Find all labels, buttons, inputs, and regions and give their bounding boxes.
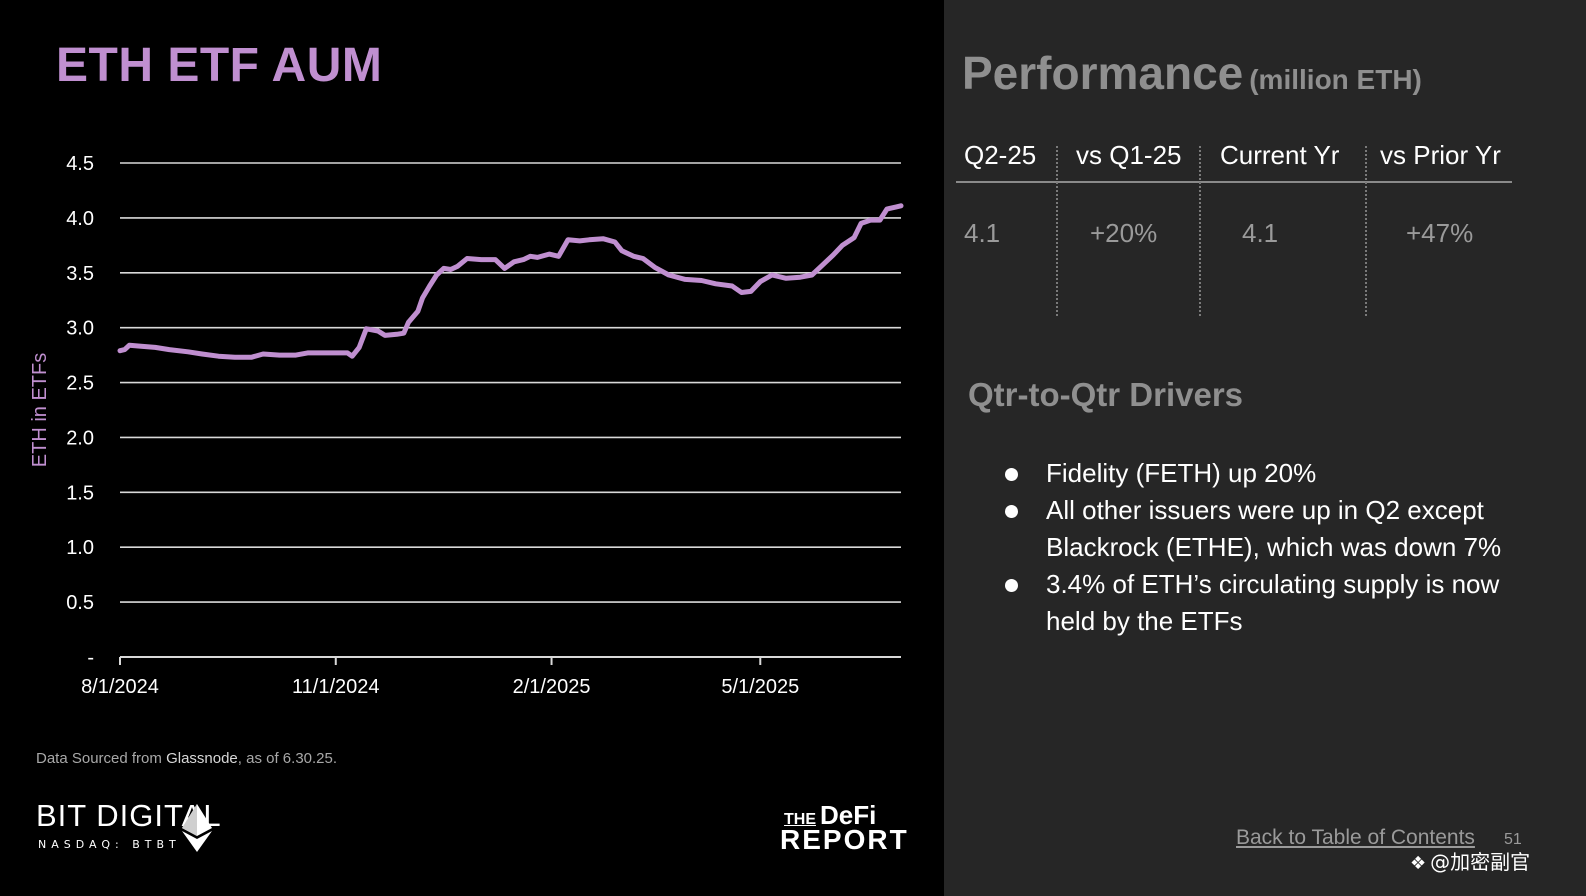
y-tick-label: 4.5 xyxy=(66,153,94,175)
value-q2-25: 4.1 xyxy=(964,218,1001,248)
binance-diamond-icon: ❖ xyxy=(1410,853,1427,874)
y-axis-label: ETH in ETFs xyxy=(29,353,51,467)
performance-unit: (million ETH) xyxy=(1249,64,1422,95)
source-name: Glassnode xyxy=(166,750,238,767)
defi-report-logo: THE DeFi REPORT xyxy=(780,800,910,860)
chart-title: ETH ETF AUM xyxy=(56,39,383,92)
watermark-text: @加密副官 xyxy=(1430,850,1531,874)
column-divider xyxy=(1199,146,1201,316)
x-tick-label: 5/1/2025 xyxy=(721,676,799,698)
driver-item: All other issuers were up in Q2 except B… xyxy=(1000,492,1520,566)
y-tick-label: 4.0 xyxy=(66,208,94,230)
series-line-group xyxy=(117,203,904,360)
x-axis-ticks: 8/1/2024 11/1/2024 2/1/2025 5/1/2025 xyxy=(81,657,799,698)
watermark: ❖ @加密副官 xyxy=(1410,846,1530,875)
y-tick-label: 1.5 xyxy=(66,482,94,504)
defi-report-defi: DeFi xyxy=(820,800,877,830)
drivers-list: Fidelity (FETH) up 20% All other issuers… xyxy=(1000,455,1520,640)
bit-digital-logo: BIT DIGITAL NASDAQ: BTBT xyxy=(36,798,226,858)
value-vs-q1-25: +20% xyxy=(1090,218,1158,248)
value-vs-prior-yr: +47% xyxy=(1406,218,1474,248)
header-vs-q1-25: vs Q1-25 xyxy=(1076,140,1182,170)
column-divider xyxy=(1056,146,1058,316)
ethereum-diamond-icon xyxy=(182,804,212,852)
series-line xyxy=(117,203,904,360)
y-tick-label: 2.5 xyxy=(66,373,94,395)
source-note: Data Sourced from Glassnode, as of 6.30.… xyxy=(36,750,337,767)
y-tick-label: 2.0 xyxy=(66,427,94,449)
right-panel xyxy=(944,0,1586,896)
header-current-yr: Current Yr xyxy=(1220,140,1340,170)
y-axis-ticks: - 0.5 1.0 1.5 2.0 2.5 3.0 3.5 4.0 4.5 xyxy=(66,153,94,669)
table-header-rule xyxy=(956,181,1512,183)
left-panel: ETH ETF AUM - 0.5 1.0 1.5 2.0 2.5 3.0 3.5 4.0 4.5… xyxy=(29,39,910,860)
x-tick-label: 11/1/2024 xyxy=(292,676,380,698)
bullet-icon xyxy=(1005,505,1018,518)
back-to-contents-link[interactable]: Back to Table of Contents xyxy=(1236,826,1475,849)
y-tick-label: 3.5 xyxy=(66,263,94,285)
source-suffix: , as of 6.30.25. xyxy=(237,750,338,767)
column-divider xyxy=(1365,146,1367,316)
x-tick-label: 8/1/2024 xyxy=(81,676,159,698)
header-q2-25: Q2-25 xyxy=(964,140,1037,170)
performance-title-text: Performance xyxy=(962,47,1244,99)
bullet-icon xyxy=(1005,468,1018,481)
driver-text: Fidelity (FETH) up 20% xyxy=(1046,458,1317,488)
driver-text: 3.4% of ETH’s circulating supply is now … xyxy=(1046,569,1500,636)
driver-item: Fidelity (FETH) up 20% xyxy=(1000,455,1520,492)
y-tick-label: 3.0 xyxy=(66,318,94,340)
page-number: 51 xyxy=(1504,831,1522,848)
performance-title: Performance (million ETH) xyxy=(962,46,1422,100)
y-tick-label: - xyxy=(87,647,94,669)
performance-table: Q2-25 vs Q1-25 Current Yr vs Prior Yr 4.… xyxy=(956,140,1512,320)
defi-report-line1: THE DeFi xyxy=(784,800,876,831)
value-current-yr: 4.1 xyxy=(1242,218,1279,248)
x-tick-label: 2/1/2025 xyxy=(513,676,591,698)
source-prefix: Data Sourced from xyxy=(36,750,167,767)
chart-gridlines xyxy=(120,162,901,658)
header-vs-prior-yr: vs Prior Yr xyxy=(1380,140,1501,170)
y-tick-label: 1.0 xyxy=(66,537,94,559)
drivers-title: Qtr-to-Qtr Drivers xyxy=(968,376,1244,413)
bit-digital-ticker: NASDAQ: BTBT xyxy=(38,838,181,851)
driver-item: 3.4% of ETH’s circulating supply is now … xyxy=(1000,566,1520,640)
driver-text: All other issuers were up in Q2 except B… xyxy=(1046,495,1502,562)
defi-report-the: THE xyxy=(784,811,816,828)
defi-report-report: REPORT xyxy=(780,824,909,855)
bullet-icon xyxy=(1005,579,1018,592)
eth-etf-aum-chart: - 0.5 1.0 1.5 2.0 2.5 3.0 3.5 4.0 4.5 8/1/2024 11/… xyxy=(29,153,904,698)
y-tick-label: 0.5 xyxy=(66,592,94,614)
